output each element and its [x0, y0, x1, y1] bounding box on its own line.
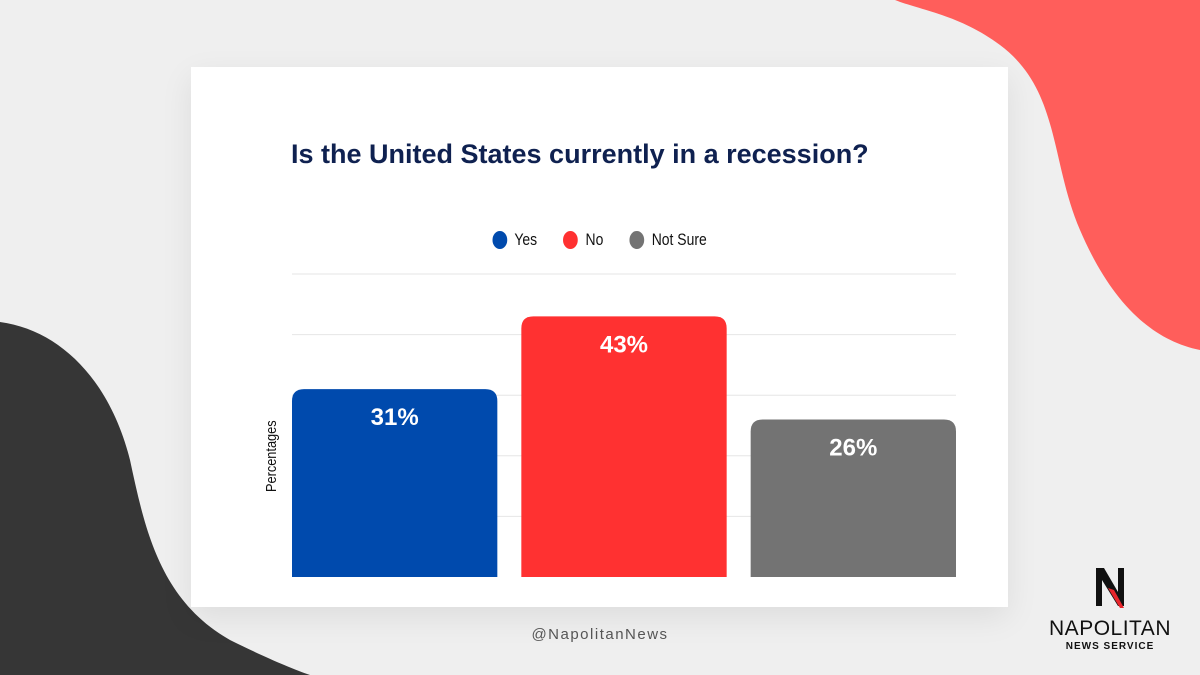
chart-card: Is the United States currently in a rece… — [191, 67, 1008, 607]
social-handle: @NapolitanNews — [531, 626, 669, 643]
bar-chart: 31% 43% 26% — [292, 273, 956, 577]
dark-blob — [0, 322, 310, 675]
legend: Yes No Not Sure — [265, 230, 935, 250]
data-label: 26% — [829, 434, 877, 461]
logo-mark-icon — [1096, 568, 1124, 608]
legend-item-not-sure: Not Sure — [629, 230, 707, 250]
bar-no — [521, 316, 727, 577]
chart-title: Is the United States currently in a rece… — [291, 139, 869, 169]
bar-not-sure — [750, 419, 956, 577]
bar-yes — [292, 389, 498, 577]
legend-item-no: No — [563, 230, 603, 250]
data-label: 31% — [371, 404, 419, 431]
data-label: 43% — [600, 331, 648, 358]
legend-item-yes: Yes — [492, 230, 537, 250]
red-blob — [895, 0, 1200, 350]
napolitan-logo: NAPOLITAN NEWS SERVICE — [1040, 566, 1180, 652]
